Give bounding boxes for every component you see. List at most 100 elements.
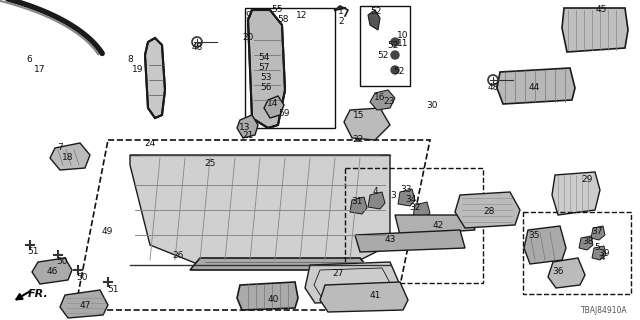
Circle shape — [391, 38, 399, 46]
Text: 24: 24 — [145, 139, 156, 148]
Text: 4: 4 — [372, 188, 378, 196]
Text: 54: 54 — [259, 52, 269, 61]
Polygon shape — [248, 10, 285, 128]
Text: 27: 27 — [332, 269, 344, 278]
Text: 41: 41 — [369, 291, 381, 300]
Text: 53: 53 — [260, 74, 272, 83]
Polygon shape — [562, 8, 628, 52]
Text: 17: 17 — [35, 66, 45, 75]
Text: 46: 46 — [46, 267, 58, 276]
Text: 8: 8 — [127, 55, 133, 65]
Text: 16: 16 — [374, 93, 386, 102]
Text: 57: 57 — [259, 62, 269, 71]
Text: 3: 3 — [390, 191, 396, 201]
Polygon shape — [190, 258, 370, 270]
Polygon shape — [548, 258, 585, 288]
Text: 34: 34 — [405, 195, 417, 204]
Polygon shape — [524, 226, 566, 264]
Polygon shape — [350, 197, 367, 214]
Text: 52: 52 — [394, 68, 404, 76]
Text: 44: 44 — [529, 83, 540, 92]
Polygon shape — [579, 236, 593, 250]
Text: 47: 47 — [79, 300, 91, 309]
Polygon shape — [398, 189, 415, 206]
Text: 13: 13 — [239, 123, 251, 132]
Bar — [245, 8, 335, 128]
Text: 52: 52 — [378, 51, 388, 60]
Text: 56: 56 — [260, 84, 272, 92]
Text: 20: 20 — [243, 34, 253, 43]
Polygon shape — [264, 96, 284, 118]
Polygon shape — [305, 262, 400, 303]
Text: 35: 35 — [528, 231, 540, 241]
Text: 21: 21 — [243, 132, 253, 140]
Text: 1: 1 — [338, 7, 344, 17]
Polygon shape — [237, 115, 258, 138]
Circle shape — [391, 66, 399, 74]
Polygon shape — [60, 290, 108, 318]
Polygon shape — [344, 108, 390, 140]
Text: 38: 38 — [582, 237, 594, 246]
Polygon shape — [497, 68, 575, 104]
Polygon shape — [395, 215, 475, 235]
Polygon shape — [368, 10, 380, 30]
Text: 48: 48 — [487, 83, 499, 92]
Text: 14: 14 — [268, 99, 278, 108]
Text: 45: 45 — [595, 5, 607, 14]
Bar — [523, 212, 631, 294]
Polygon shape — [591, 226, 605, 240]
Text: 33: 33 — [400, 186, 412, 195]
Text: 50: 50 — [76, 273, 88, 282]
Text: 10: 10 — [397, 30, 409, 39]
Text: 36: 36 — [552, 267, 564, 276]
Text: 23: 23 — [383, 98, 395, 107]
Text: 52: 52 — [387, 41, 399, 50]
Text: 12: 12 — [296, 11, 308, 20]
Text: 22: 22 — [353, 135, 364, 145]
Text: 43: 43 — [384, 236, 396, 244]
Polygon shape — [355, 230, 465, 252]
Text: 59: 59 — [278, 108, 290, 117]
Text: FR.: FR. — [28, 289, 49, 299]
Circle shape — [391, 51, 399, 59]
Text: 25: 25 — [204, 158, 216, 167]
Bar — [345, 168, 483, 283]
Polygon shape — [552, 172, 600, 215]
Polygon shape — [592, 246, 606, 260]
Text: 32: 32 — [410, 204, 420, 212]
Text: 28: 28 — [483, 207, 495, 217]
Polygon shape — [237, 282, 298, 310]
Text: 4: 4 — [599, 252, 605, 261]
Text: 30: 30 — [426, 100, 438, 109]
Bar — [360, 6, 410, 86]
Polygon shape — [455, 192, 520, 228]
Text: 2: 2 — [338, 18, 344, 27]
Polygon shape — [370, 90, 395, 110]
Text: 5: 5 — [594, 244, 600, 252]
Polygon shape — [413, 202, 430, 219]
Text: 50: 50 — [56, 258, 68, 267]
Text: 40: 40 — [268, 295, 278, 305]
Text: 19: 19 — [132, 66, 144, 75]
Text: 42: 42 — [433, 221, 444, 230]
Text: 31: 31 — [351, 197, 363, 206]
Text: 26: 26 — [172, 251, 184, 260]
Text: 48: 48 — [191, 44, 203, 52]
Polygon shape — [50, 143, 90, 170]
Polygon shape — [130, 155, 390, 265]
Text: 15: 15 — [353, 111, 365, 121]
Text: 7: 7 — [57, 143, 63, 153]
Polygon shape — [368, 192, 385, 209]
Text: 29: 29 — [581, 175, 593, 185]
Polygon shape — [145, 38, 165, 118]
Text: 58: 58 — [277, 15, 289, 25]
Text: 39: 39 — [598, 250, 610, 259]
Text: 18: 18 — [62, 154, 74, 163]
Text: 11: 11 — [397, 38, 409, 47]
Text: 9: 9 — [245, 11, 251, 20]
Text: 37: 37 — [591, 228, 603, 236]
Polygon shape — [320, 282, 408, 312]
Text: 51: 51 — [108, 284, 119, 293]
Text: TBAJ84910A: TBAJ84910A — [581, 306, 628, 315]
Polygon shape — [32, 258, 72, 284]
